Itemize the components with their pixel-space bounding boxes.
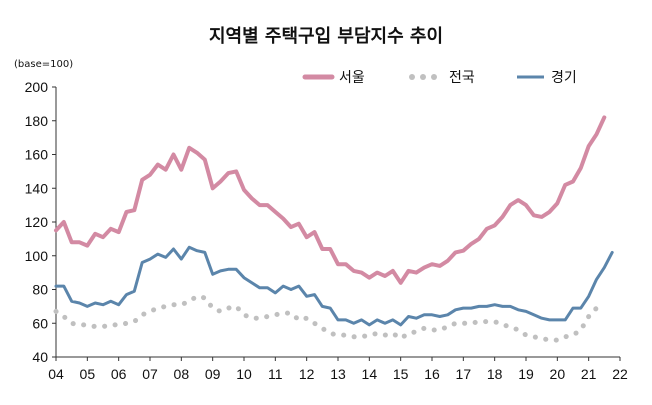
x-tick-label: 06 [111,366,127,382]
x-tick-label: 12 [299,366,315,382]
y-tick-label: 80 [32,282,48,298]
x-tick-label: 05 [80,366,96,382]
x-tick-label: 20 [550,366,566,382]
x-tick-label: 09 [205,366,221,382]
x-tick-label: 11 [268,366,283,382]
y-tick-label: 160 [25,147,49,163]
x-tick-label: 19 [518,366,534,382]
legend-swatch-national [409,74,437,80]
chart-title: 지역별 주택구입 부담지수 추이 [209,25,443,47]
x-tick-label: 10 [236,366,252,382]
series-line-gyeonggi [54,245,614,327]
x-tick-label: 21 [581,366,597,382]
legend: 서울 전국 경기 [302,70,577,86]
x-tick-label: 15 [393,366,409,382]
x-tick-label: 13 [330,366,346,382]
x-tick-label: 07 [142,366,158,382]
y-tick-label: 100 [25,248,49,264]
y-axis-unit-label: (base=100) [14,59,73,70]
x-tick-label: 14 [362,366,378,382]
y-tick-label: 40 [32,349,48,365]
x-tick-label: 18 [487,366,503,382]
x-tick-label: 16 [424,366,440,382]
axes: 40 60 80 100 120 140 160 180 200 04 05 06 07 08 09 10 11… [25,79,628,382]
y-tick-label: 200 [25,79,49,95]
y-tick-label: 120 [25,214,49,230]
y-tick-label: 140 [25,180,49,196]
legend-label-seoul: 서울 [339,70,365,86]
series-layer [53,115,614,343]
x-tick-label: 08 [174,366,190,382]
legend-dot [431,74,437,80]
x-tick-label: 17 [456,366,472,382]
legend-dot [409,74,415,80]
legend-label-gyeonggi: 경기 [551,70,577,86]
x-tick-label: 22 [612,366,628,382]
y-tick-label: 180 [25,113,49,129]
series-line-seoul [54,115,607,285]
series-line-national [53,293,599,343]
legend-label-national: 전국 [449,70,475,86]
legend-dot [420,74,426,80]
y-tick-label: 60 [32,315,48,331]
x-tick-label: 04 [48,366,64,382]
